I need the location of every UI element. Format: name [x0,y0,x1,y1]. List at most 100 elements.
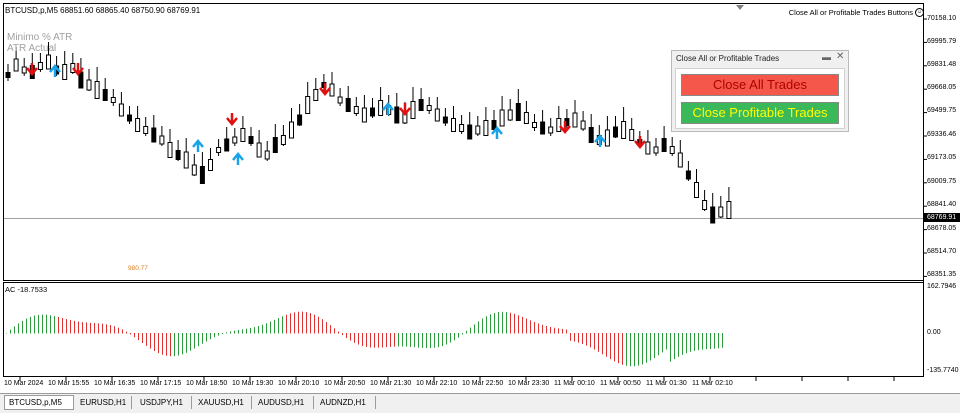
candle-body [127,114,132,122]
close-profitable-trades-button[interactable]: Close Profitable Trades [681,102,839,124]
ac-histogram-bar [414,333,415,348]
candle-body [515,103,521,121]
minimize-icon[interactable]: ▬ [822,52,831,62]
candle-body [483,120,489,136]
ac-histogram-bar [98,323,99,334]
ac-histogram-bar [278,318,279,334]
ac-histogram-bar [238,329,239,334]
candle-body [313,89,319,101]
ac-histogram-bar [58,316,59,334]
candle-body [532,122,537,128]
ac-histogram-bar [458,333,459,338]
ac-histogram-bar [318,316,319,334]
ac-histogram-bar [14,326,15,334]
chart-shift-marker[interactable] [736,5,744,10]
tab-btcusd[interactable]: BTCUSD,p,M5 [4,395,74,410]
trade-buttons-panel[interactable]: Close All or Profitable Trades ▬ ✕ Close… [671,50,849,132]
up-arrow-icon [49,64,61,77]
candle-body [507,109,513,121]
tab-usdjpy[interactable]: USDJPY,H1 [136,396,192,409]
close-icon[interactable]: ✕ [836,51,845,62]
atr-value-label: 980.77 [128,265,148,272]
ac-histogram-bar [502,311,503,334]
ac-histogram-bar [658,333,659,356]
ac-histogram-bar [450,333,451,343]
ac-histogram-bar [190,333,191,351]
tab-xauusd[interactable]: XAUUSD,H1 [194,396,252,409]
ac-histogram-bar [82,322,83,334]
ac-histogram-bar [218,333,219,336]
ac-histogram-bar [490,314,491,334]
ac-histogram-bar [482,318,483,334]
ac-histogram-bar [246,328,247,334]
candle-body [199,166,205,184]
ac-histogram-bar [698,333,699,351]
candle-body [451,118,456,132]
time-label: 10 Mar 17:15 [140,380,182,387]
ac-axis-label: 162.7946 [927,283,957,290]
ac-histogram-bar [526,318,527,334]
candle-body [143,126,149,134]
ac-histogram-bar [562,328,563,334]
ac-histogram-bar [206,333,207,342]
ac-histogram-bar [594,333,595,350]
ac-histogram-bar [358,333,359,345]
ac-histogram-bar [714,333,715,349]
up-arrow-icon [192,139,204,152]
ac-histogram-bar [406,333,407,347]
ac-histogram-bar [422,333,423,348]
ac-histogram-bar [202,333,203,344]
candle-body [548,126,554,134]
ac-histogram-bar [222,333,223,335]
ac-histogram-bar [426,333,427,349]
candle-body [442,116,448,124]
ac-histogram-bar [438,333,439,348]
symbol-info: BTCUSD,p,M5 68851.60 68865.40 68750.90 6… [5,6,201,15]
candle-body [426,105,432,111]
ac-histogram-bar [614,333,615,362]
ac-histogram-bar [322,319,323,334]
candle-body [240,128,246,142]
candle-body [110,97,116,103]
ac-histogram-bar [418,333,419,348]
ac-histogram-bar [186,333,187,353]
tab-eurusd[interactable]: EURUSD,H1 [76,396,132,409]
ac-histogram-bar [514,313,515,334]
down-arrow-icon [559,121,571,134]
price-label: 70158.10 [927,15,957,22]
ac-histogram-bar [558,328,559,334]
ac-histogram-bar [554,327,555,334]
candle-body [540,121,546,135]
ac-histogram-bar [650,333,651,361]
close-all-trades-button[interactable]: Close All Trades [681,74,839,96]
ac-histogram-bar [590,333,591,348]
ac-histogram-bar [494,312,495,334]
ea-name-text: Close All or Profitable Trades Buttons [788,8,913,17]
tab-audnzd[interactable]: AUDNZD,H1 [316,396,376,409]
ac-histogram-bar [282,316,283,334]
tab-audusd[interactable]: AUDUSD,H1 [254,396,314,409]
ac-histogram-bar [678,333,679,357]
ac-axis-label: -135.7740 [927,367,959,374]
ac-histogram-bar [114,326,115,334]
axis-ticks [19,18,927,381]
ac-histogram-bar [542,324,543,334]
ac-histogram-bar [326,322,327,334]
ac-histogram-bar [150,333,151,349]
ac-histogram-bar [570,333,571,341]
ac-histogram-bar [262,324,263,334]
smiley-icon: ☺ [915,8,924,17]
ac-histogram-bar [434,333,435,348]
ac-histogram-bar [610,333,611,360]
candle-body [159,135,165,145]
panel-title[interactable]: Close All or Profitable Trades [676,54,780,63]
ac-histogram-bar [170,333,171,357]
ac-histogram-bar [250,327,251,334]
down-arrow-icon [319,83,331,96]
ac-histogram-bar [654,333,655,359]
candle-body [5,72,11,78]
ac-histogram-bar [442,333,443,347]
ac-histogram-bar [602,333,603,355]
